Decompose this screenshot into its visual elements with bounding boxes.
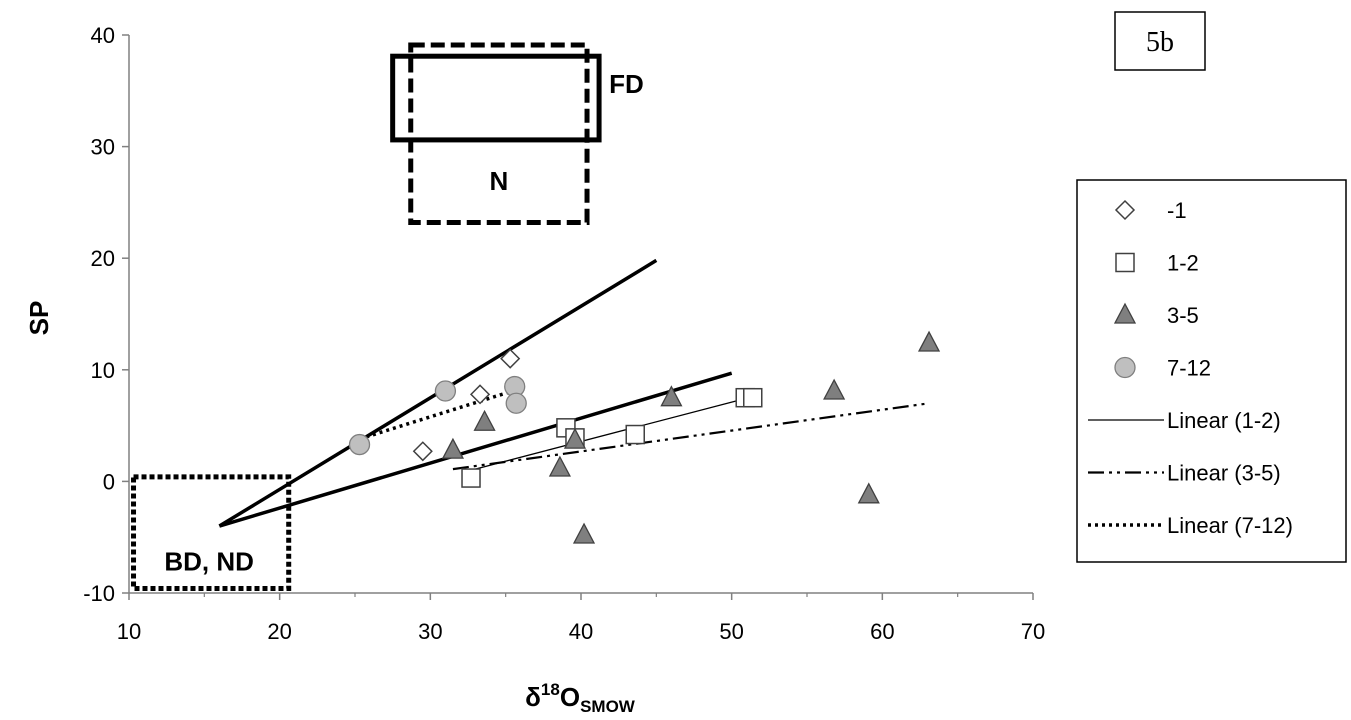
point-triangle — [823, 378, 846, 400]
legend-label: Linear (3-5) — [1167, 461, 1281, 486]
x-tick-label: 20 — [267, 619, 291, 644]
point-triangle — [563, 427, 587, 449]
legend-label: -1 — [1167, 198, 1187, 223]
x-tick-label: 50 — [719, 619, 743, 644]
point-triangle — [660, 385, 683, 407]
point-circle — [505, 392, 527, 414]
legend-marker-triangle — [1113, 302, 1137, 324]
region-fd — [390, 53, 602, 143]
point-circle — [434, 380, 457, 402]
legend-marker-circle — [1114, 356, 1136, 379]
trendline-linear-3-5 — [452, 402, 930, 471]
point-diamond — [469, 384, 491, 405]
panel-label-box: 5b — [1114, 11, 1206, 71]
point-triangle — [548, 455, 571, 477]
legend-label: 1-2 — [1167, 251, 1199, 276]
region-label-bd-nd: BD, ND — [164, 547, 254, 577]
legend-entry: Linear (3-5) — [1088, 461, 1281, 486]
panel-label: 5b — [1146, 27, 1174, 58]
region-label-n: N — [489, 166, 508, 196]
trendline-linear-1-2 — [470, 395, 753, 471]
point-square — [461, 468, 481, 488]
legend-label: 3-5 — [1167, 303, 1199, 328]
axes: -10 0 10 20 30 40 10 20 30 40 50 60 70 — [83, 23, 1045, 644]
point-triangle — [441, 437, 465, 459]
point-diamond — [500, 348, 521, 369]
region-label-fd: FD — [609, 69, 644, 99]
legend-entry: Linear (7-12) — [1088, 513, 1293, 538]
legend-label: Linear (7-12) — [1167, 513, 1293, 538]
legend-label: Linear (1-2) — [1167, 408, 1281, 433]
y-tick-label: 20 — [91, 246, 115, 271]
y-tick-label: -10 — [83, 581, 115, 606]
reference-line — [218, 371, 733, 528]
y-axis-title: SP — [24, 301, 54, 336]
point-triangle — [473, 409, 496, 431]
y-tick-label: 40 — [91, 23, 115, 48]
legend-entry: 3-5 — [1113, 302, 1199, 328]
region-n — [408, 42, 590, 225]
point-triangle — [857, 482, 880, 504]
trendlines — [358, 388, 930, 471]
x-tick-label: 60 — [870, 619, 894, 644]
x-tick-label: 40 — [569, 619, 593, 644]
point-triangle — [917, 330, 941, 352]
legend-entry: 1-2 — [1115, 251, 1199, 276]
x-tick-label: 10 — [117, 619, 141, 644]
legend-marker-diamond — [1114, 199, 1136, 221]
legend-marker-square — [1115, 252, 1135, 273]
point-circle — [348, 433, 371, 456]
legend-label: 7-12 — [1167, 356, 1211, 381]
point-triangle — [572, 522, 596, 544]
x-axis-title: δ18OSMOW — [525, 680, 636, 716]
region-bd-nd — [131, 474, 292, 592]
x-tick-label: 70 — [1021, 619, 1045, 644]
legend: -1 1-2 3-5 7-12 Linear (1-2) Linear (3-5) Line… — [1076, 179, 1347, 563]
regions: FD N BD, ND — [131, 42, 644, 592]
y-tick-label: 30 — [91, 135, 115, 160]
legend-entry: Linear (1-2) — [1088, 408, 1281, 433]
point-square — [625, 424, 645, 445]
y-tick-label: 10 — [91, 358, 115, 383]
point-diamond — [412, 441, 433, 462]
x-tick-label: 30 — [418, 619, 442, 644]
y-tick-label: 0 — [103, 469, 115, 494]
legend-entry: -1 — [1114, 198, 1187, 223]
data-points — [348, 330, 941, 544]
point-square — [743, 387, 763, 408]
legend-entry: 7-12 — [1114, 356, 1211, 381]
